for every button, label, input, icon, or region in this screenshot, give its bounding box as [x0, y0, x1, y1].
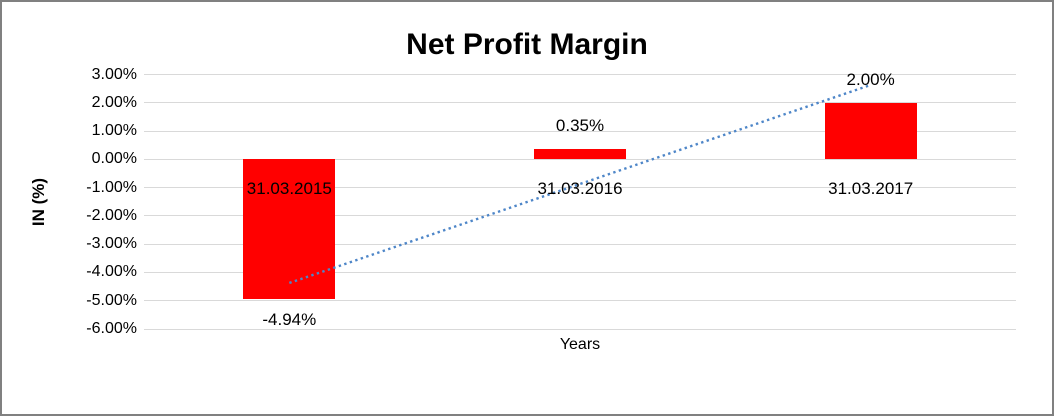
gridline — [144, 74, 1016, 75]
y-tick-label: -2.00% — [86, 206, 137, 224]
y-tick-label: -1.00% — [86, 178, 137, 196]
category-label: 31.03.2016 — [537, 179, 623, 198]
chart-title: Net Profit Margin — [406, 28, 648, 61]
y-tick-label: 1.00% — [91, 122, 137, 140]
y-tick-label: -6.00% — [86, 320, 137, 338]
category-label: 31.03.2015 — [246, 179, 332, 198]
y-tick-label: -4.00% — [86, 263, 137, 281]
data-label: 0.35% — [555, 116, 605, 136]
y-tick-label: 3.00% — [91, 65, 137, 83]
y-tick-label: 0.00% — [91, 150, 137, 168]
y-tick-label: -3.00% — [86, 235, 137, 253]
gridline — [144, 328, 1016, 330]
gridline — [144, 300, 1016, 302]
y-tick-label: 2.00% — [91, 93, 137, 111]
data-label: 2.00% — [846, 69, 895, 89]
y-tick-label: -5.00% — [86, 291, 137, 309]
data-label: -4.94% — [262, 310, 317, 330]
category-label: 31.03.2017 — [828, 179, 914, 198]
x-axis-title: Years — [559, 336, 601, 353]
